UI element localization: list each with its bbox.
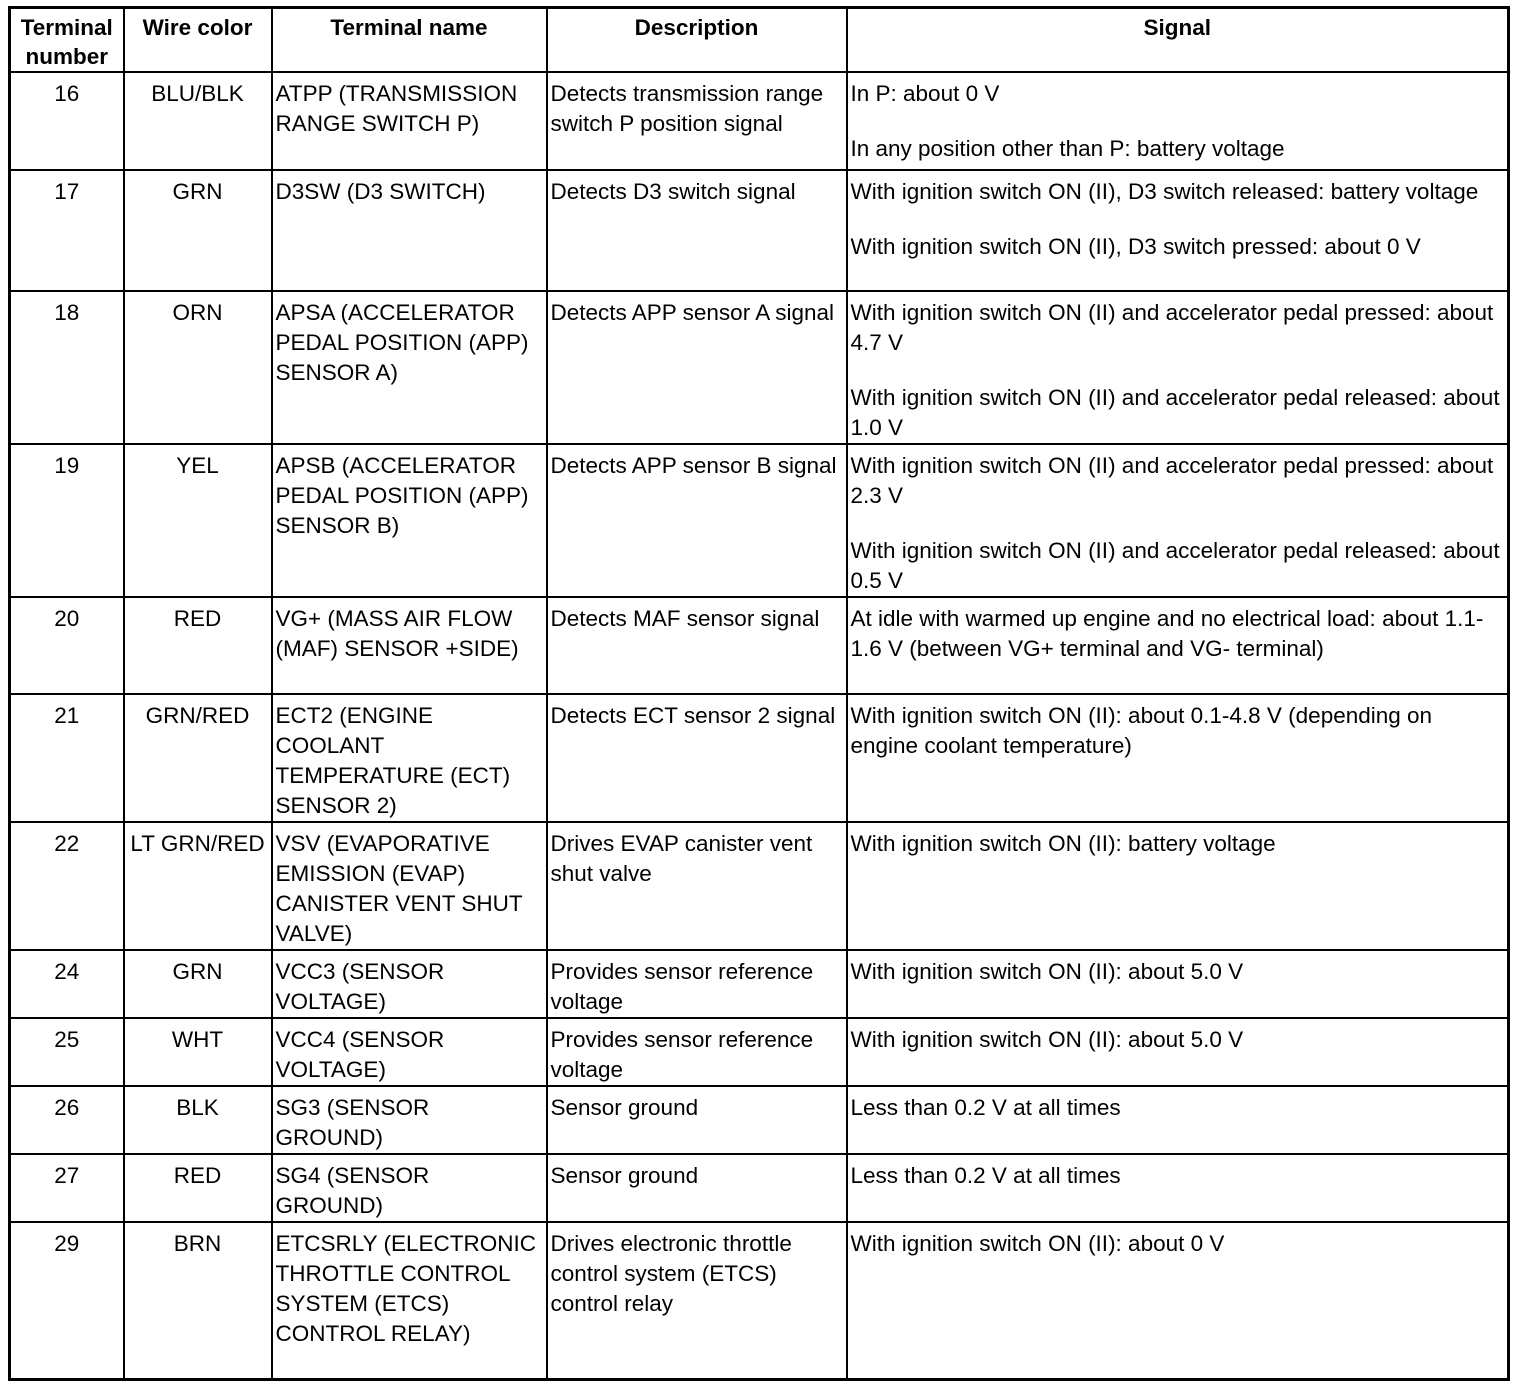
table-row: 22 LT GRN/RED VSV (EVAPORATIVE EMISSION (E…	[8, 821, 1510, 951]
wire-color-cell: LT GRN/RED	[122, 821, 273, 951]
terminal-name-cell: SG4 (SENSOR GROUND)	[270, 1153, 548, 1223]
wire-color-cell: BRN	[122, 1221, 273, 1380]
wire-color-cell: GRN	[122, 949, 273, 1019]
wire-color-cell: GRN	[122, 169, 273, 292]
signal-cell: With ignition switch ON (II): about 5.0 …	[845, 949, 1510, 1019]
signal-text: With ignition switch ON (II): about 0.1-…	[850, 703, 1433, 758]
description-cell: Drives electronic throttle control syste…	[545, 1221, 848, 1380]
description-cell: Detects MAF sensor signal	[545, 596, 848, 695]
signal-text: With ignition switch ON (II): battery vo…	[850, 831, 1276, 856]
terminal-name-cell: APSA (ACCELERATOR PEDAL POSITION (APP) S…	[270, 290, 548, 445]
signal-text: In any position other than P: battery vo…	[850, 136, 1285, 161]
signal-text: With ignition switch ON (II), D3 switch …	[850, 179, 1479, 204]
signal-text: With ignition switch ON (II) and acceler…	[850, 300, 1494, 355]
description-cell: Detects transmission range switch P posi…	[545, 71, 848, 171]
description-cell: Provides sensor reference voltage	[545, 1017, 848, 1087]
terminal-name-cell: VCC4 (SENSOR VOLTAGE)	[270, 1017, 548, 1087]
terminal-number-cell: 29	[8, 1221, 125, 1380]
wire-color-cell: BLU/BLK	[122, 71, 273, 171]
signal-text: With ignition switch ON (II), D3 switch …	[850, 234, 1421, 259]
header-description: Description	[545, 6, 848, 73]
description-cell: Detects D3 switch signal	[545, 169, 848, 292]
terminal-name-cell: SG3 (SENSOR GROUND)	[270, 1085, 548, 1155]
signal-cell: At idle with warmed up engine and no ele…	[845, 596, 1510, 695]
description-cell: Detects APP sensor B signal	[545, 443, 848, 598]
header-terminal-number: Terminal number	[8, 6, 125, 73]
signal-text: With ignition switch ON (II) and acceler…	[850, 538, 1500, 593]
table-row: 21 GRN/RED ECT2 (ENGINE COOLANT TEMPERATUR…	[8, 693, 1510, 823]
signal-text: With ignition switch ON (II) and acceler…	[850, 453, 1494, 508]
terminal-number-cell: 18	[8, 290, 125, 445]
header-terminal-name: Terminal name	[270, 6, 548, 73]
signal-cell: Less than 0.2 V at all times	[845, 1153, 1510, 1223]
terminal-name-cell: VG+ (MASS AIR FLOW (MAF) SENSOR +SIDE)	[270, 596, 548, 695]
signal-text: With ignition switch ON (II): about 5.0 …	[850, 1027, 1244, 1052]
description-cell: Provides sensor reference voltage	[545, 949, 848, 1019]
terminal-number-cell: 19	[8, 443, 125, 598]
signal-cell: With ignition switch ON (II): battery vo…	[845, 821, 1510, 951]
terminal-number-cell: 26	[8, 1085, 125, 1155]
terminal-name-cell: VSV (EVAPORATIVE EMISSION (EVAP) CANISTE…	[270, 821, 548, 951]
signal-cell: With ignition switch ON (II): about 5.0 …	[845, 1017, 1510, 1087]
signal-cell: In P: about 0 V In any position other tha…	[845, 71, 1510, 171]
header-signal: Signal	[845, 6, 1510, 73]
signal-text: In P: about 0 V	[850, 81, 1000, 106]
terminal-number-cell: 20	[8, 596, 125, 695]
terminal-name-cell: ETCSRLY (ELECTRONIC THROTTLE CONTROL SYS…	[270, 1221, 548, 1380]
table-row: 27 RED SG4 (SENSOR GROUND) Sensor ground Les…	[8, 1153, 1510, 1223]
signal-cell: With ignition switch ON (II) and acceler…	[845, 290, 1510, 445]
header-wire-color: Wire color	[122, 6, 273, 73]
signal-text: Less than 0.2 V at all times	[850, 1095, 1121, 1120]
table-row: 25 WHT VCC4 (SENSOR VOLTAGE) Provides senso…	[8, 1017, 1510, 1087]
description-cell: Detects ECT sensor 2 signal	[545, 693, 848, 823]
terminal-table: Terminal number Wire color Terminal name…	[8, 6, 1510, 1381]
table-row: 19 YEL APSB (ACCELERATOR PEDAL POSITION (A…	[8, 443, 1510, 598]
wire-color-cell: ORN	[122, 290, 273, 445]
terminal-number-cell: 27	[8, 1153, 125, 1223]
description-cell: Detects APP sensor A signal	[545, 290, 848, 445]
signal-text: With ignition switch ON (II) and acceler…	[850, 385, 1500, 440]
terminal-name-cell: VCC3 (SENSOR VOLTAGE)	[270, 949, 548, 1019]
terminal-name-cell: D3SW (D3 SWITCH)	[270, 169, 548, 292]
description-cell: Drives EVAP canister vent shut valve	[545, 821, 848, 951]
terminal-number-cell: 21	[8, 693, 125, 823]
wire-color-cell: BLK	[122, 1085, 273, 1155]
wire-color-cell: RED	[122, 596, 273, 695]
wire-color-cell: YEL	[122, 443, 273, 598]
wire-color-cell: GRN/RED	[122, 693, 273, 823]
description-cell: Sensor ground	[545, 1153, 848, 1223]
signal-cell: With ignition switch ON (II): about 0 V	[845, 1221, 1510, 1380]
table-row: 29 BRN ETCSRLY (ELECTRONIC THROTTLE CONTRO…	[8, 1221, 1510, 1380]
table-row: 17 GRN D3SW (D3 SWITCH) Detects D3 switch s…	[8, 169, 1510, 292]
terminal-number-cell: 16	[8, 71, 125, 171]
table-row: 24 GRN VCC3 (SENSOR VOLTAGE) Provides senso…	[8, 949, 1510, 1019]
signal-cell: With ignition switch ON (II) and acceler…	[845, 443, 1510, 598]
signal-text: At idle with warmed up engine and no ele…	[850, 606, 1484, 661]
terminal-name-cell: APSB (ACCELERATOR PEDAL POSITION (APP) S…	[270, 443, 548, 598]
wire-color-cell: WHT	[122, 1017, 273, 1087]
terminal-number-cell: 25	[8, 1017, 125, 1087]
signal-text: With ignition switch ON (II): about 5.0 …	[850, 959, 1244, 984]
table-row: 20 RED VG+ (MASS AIR FLOW (MAF) SENSOR +SI…	[8, 596, 1510, 695]
signal-cell: With ignition switch ON (II): about 0.1-…	[845, 693, 1510, 823]
signal-cell: With ignition switch ON (II), D3 switch …	[845, 169, 1510, 292]
terminal-number-cell: 24	[8, 949, 125, 1019]
terminal-number-cell: 22	[8, 821, 125, 951]
signal-text: Less than 0.2 V at all times	[850, 1163, 1121, 1188]
terminal-name-cell: ECT2 (ENGINE COOLANT TEMPERATURE (ECT) S…	[270, 693, 548, 823]
table-row: 18 ORN APSA (ACCELERATOR PEDAL POSITION (A…	[8, 290, 1510, 445]
header-row: Terminal number Wire color Terminal name…	[8, 6, 1510, 73]
table-row: 16 BLU/BLK ATPP (TRANSMISSION RANGE SWITCH…	[8, 71, 1510, 171]
terminal-number-cell: 17	[8, 169, 125, 292]
wire-color-cell: RED	[122, 1153, 273, 1223]
table-row: 26 BLK SG3 (SENSOR GROUND) Sensor ground Les…	[8, 1085, 1510, 1155]
description-cell: Sensor ground	[545, 1085, 848, 1155]
signal-text: With ignition switch ON (II): about 0 V	[850, 1231, 1225, 1256]
signal-cell: Less than 0.2 V at all times	[845, 1085, 1510, 1155]
terminal-name-cell: ATPP (TRANSMISSION RANGE SWITCH P)	[270, 71, 548, 171]
